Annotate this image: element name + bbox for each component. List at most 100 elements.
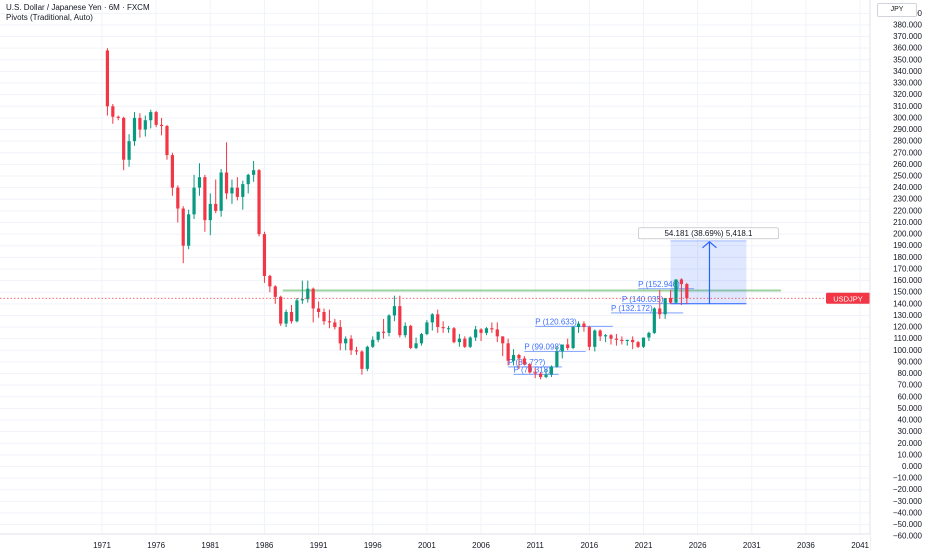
price-tick-label: −30.000 — [893, 497, 923, 506]
candle — [262, 231, 267, 283]
candle-body — [187, 214, 191, 246]
candle-body — [224, 172, 229, 194]
candle — [555, 346, 559, 368]
candle-body — [511, 354, 516, 361]
candle — [192, 174, 196, 219]
candle — [376, 331, 380, 343]
indicator-title[interactable]: Pivots (Traditional, Auto) — [6, 13, 93, 22]
candle — [658, 289, 662, 319]
candle — [528, 363, 532, 374]
candle — [609, 334, 613, 345]
candle-body — [452, 328, 456, 343]
candle-body — [625, 339, 629, 342]
candle — [636, 341, 640, 348]
time-tick-label: 2031 — [743, 541, 761, 550]
candle-body — [419, 334, 424, 344]
measure-arrow-head — [702, 241, 717, 249]
candle-body — [344, 338, 348, 344]
price-tick-label: 120.000 — [893, 323, 922, 332]
price-tick-label: 340.000 — [893, 67, 922, 76]
candle-body — [219, 172, 223, 211]
grid-layer — [0, 0, 870, 537]
candle-body — [122, 117, 126, 160]
candle-body — [409, 325, 413, 348]
candle-body — [360, 351, 364, 369]
candle-body — [295, 300, 299, 322]
candle-body — [441, 327, 445, 329]
candle — [490, 322, 494, 333]
candle-body — [609, 335, 613, 339]
candle — [122, 116, 126, 171]
candle-body — [300, 299, 304, 301]
candle — [127, 134, 131, 167]
candle — [425, 320, 429, 336]
candle-body — [652, 308, 656, 333]
candle — [132, 112, 137, 146]
candle-body — [354, 350, 359, 352]
candle — [544, 368, 548, 379]
candle — [571, 325, 575, 350]
candle — [365, 345, 369, 372]
candle-body — [517, 354, 521, 359]
candle-body — [614, 338, 619, 340]
candle-body — [333, 322, 337, 328]
price-tick-label: 110.000 — [894, 334, 923, 343]
price-tick-label: 90.000 — [898, 357, 923, 366]
price-tick-label: 180.000 — [893, 253, 922, 262]
candle-body — [273, 286, 277, 297]
candle — [539, 372, 543, 380]
candle — [219, 169, 223, 217]
price-tick-label: 240.000 — [893, 183, 922, 192]
symbol-title[interactable]: U.S. Dollar / Japanese Yen · 6M · FXCM — [6, 3, 150, 12]
candle — [641, 337, 646, 348]
candle — [647, 331, 651, 342]
candle — [289, 304, 294, 324]
candle — [311, 287, 315, 323]
time-tick-label: 2026 — [689, 541, 707, 550]
currency-badge[interactable]: JPY — [877, 3, 917, 17]
candle-body — [159, 124, 164, 127]
measure-label-bg — [638, 227, 779, 240]
candle-body — [257, 170, 261, 235]
candle-body — [506, 343, 510, 361]
candle — [587, 325, 591, 351]
candle-body — [555, 351, 559, 367]
candle-body — [474, 329, 478, 338]
candle-body — [566, 344, 570, 348]
candle — [338, 320, 342, 351]
candle-body — [376, 331, 380, 340]
candle-body — [560, 344, 564, 352]
candle — [159, 117, 164, 136]
price-tick-label: −60.000 — [893, 532, 923, 541]
candle-body — [381, 331, 386, 333]
candle — [506, 338, 510, 366]
candle-body — [327, 321, 332, 323]
measure-label: 54.181 (38.69%) 5,418.1 — [664, 229, 753, 238]
candle — [446, 325, 451, 333]
candle — [398, 295, 402, 338]
candle — [197, 163, 202, 196]
candle — [511, 349, 516, 366]
pivot-label: P (140.035) — [622, 295, 664, 304]
candle-body — [501, 336, 505, 344]
candle — [149, 109, 153, 129]
candle-body — [149, 112, 153, 121]
last-price-layer: USDJPY144.78513d 18h — [0, 292, 911, 312]
candle — [419, 332, 424, 346]
candle-body — [539, 373, 543, 378]
candle-body — [197, 177, 202, 188]
time-tick-label: 1986 — [256, 541, 274, 550]
candle — [170, 152, 174, 196]
price-tick-label: 270.000 — [893, 148, 922, 157]
time-tick-label: 2016 — [580, 541, 598, 550]
candle — [257, 169, 261, 237]
candle — [268, 274, 272, 293]
candle-body — [647, 332, 651, 338]
candle — [409, 324, 413, 350]
candle-body — [165, 126, 169, 156]
candle-body — [268, 275, 272, 287]
candle — [317, 301, 321, 318]
price-tick-label: 280.000 — [893, 137, 922, 146]
